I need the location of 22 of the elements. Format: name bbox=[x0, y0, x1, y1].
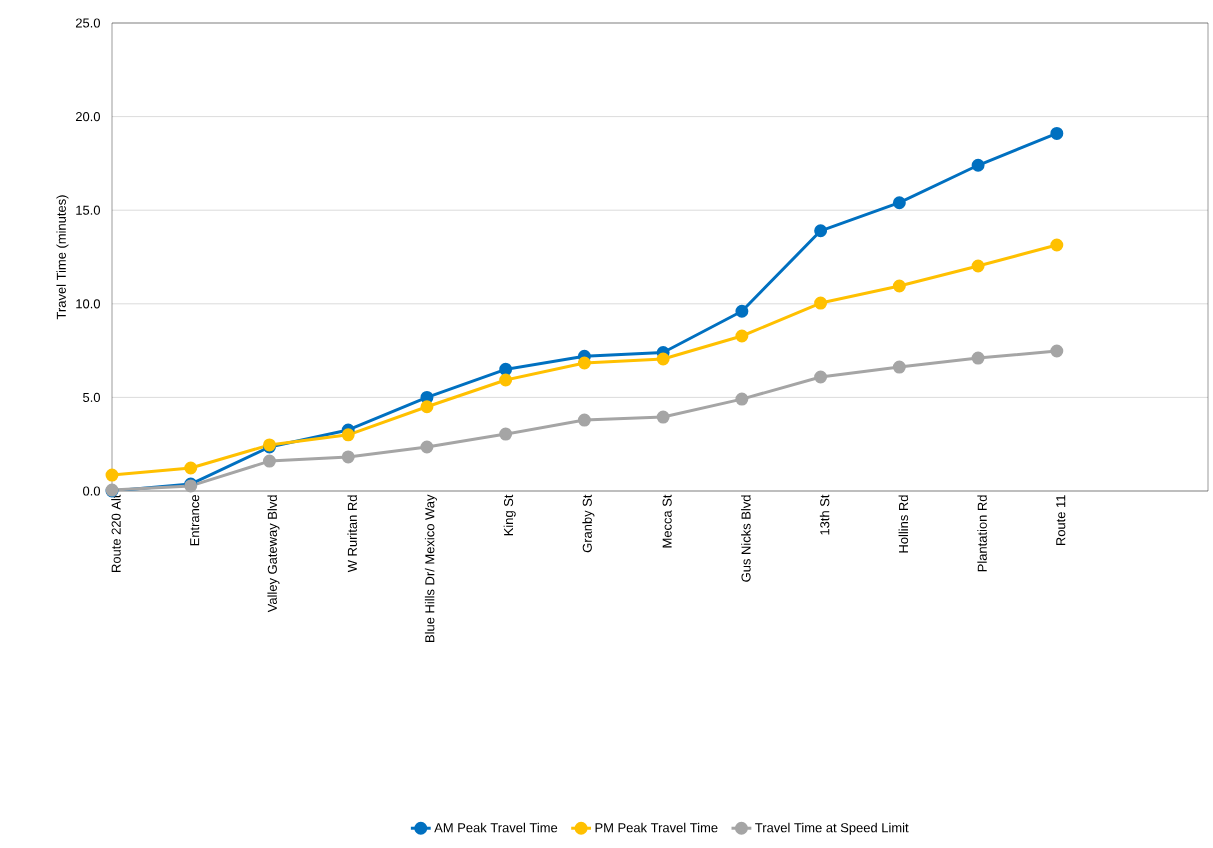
legend-label: AM Peak Travel Time bbox=[434, 822, 558, 833]
y-tick-label: 5.0 bbox=[83, 392, 101, 402]
x-tick-label: W Ruritan Rd bbox=[347, 495, 357, 573]
y-tick-label: 25.0 bbox=[75, 18, 101, 28]
y-tick-label: 20.0 bbox=[75, 112, 101, 122]
x-tick-label: King St bbox=[503, 494, 516, 536]
x-tick-label: Granby St bbox=[582, 494, 595, 553]
y-tick-label: 10.0 bbox=[76, 299, 101, 309]
y-tick-label: 15.0 bbox=[76, 205, 101, 215]
y-axis-title: Travel Time (minutes) bbox=[56, 195, 69, 320]
legend-label: Travel Time at Speed Limit bbox=[755, 822, 909, 835]
y-tick-label: 0.0 bbox=[83, 486, 101, 496]
x-tick-label: 13th St bbox=[819, 494, 830, 535]
legend-label: PM Peak Travel Time bbox=[595, 822, 718, 833]
x-tick-label: Mecca St bbox=[662, 494, 672, 548]
x-tick-label: Plantation Rd bbox=[977, 495, 987, 572]
x-tick-label: Hollins Rd bbox=[898, 495, 909, 553]
x-tick-label: Blue Hills Dr/ Mexico Way bbox=[424, 494, 437, 642]
x-tick-label: Valley Gateway Blvd bbox=[267, 495, 280, 613]
x-tick-label: Gus Nicks Blvd bbox=[741, 495, 751, 582]
x-tick-label: Route 11 bbox=[1056, 495, 1066, 546]
x-tick-label: Entrance bbox=[190, 495, 200, 546]
